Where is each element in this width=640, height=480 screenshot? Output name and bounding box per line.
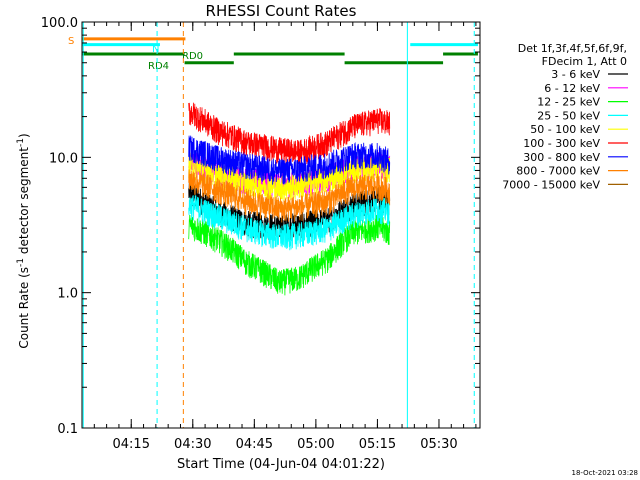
x-tick-label: 04:30 [174, 437, 211, 452]
legend-label: 800 - 7000 keV [516, 165, 600, 178]
series-trace [188, 135, 391, 186]
legend-label: 100 - 300 keV [523, 137, 600, 150]
y-tick-label: 1.0 [57, 287, 78, 302]
legend-header: FDecim 1, Att 0 [542, 55, 627, 68]
vlines-group [82, 22, 475, 428]
series-trace [188, 195, 390, 251]
flag-label: N [152, 44, 159, 55]
legend-label: 3 - 6 keV [551, 68, 600, 81]
series-trace [188, 102, 391, 167]
legend-label: 12 - 25 keV [537, 96, 600, 109]
y-axis-label: Count Rate (s-1 detector segment-1) [16, 133, 31, 348]
legend-label: 50 - 100 keV [530, 123, 600, 136]
x-tick-label: 04:45 [236, 437, 273, 452]
series-trace [188, 214, 391, 296]
y-axis-label-part: detector segment [17, 147, 31, 258]
legend: Det 1f,3f,4f,5f,6f,9f,FDecim 1, Att 03 -… [502, 42, 628, 191]
series-group [188, 102, 391, 296]
x-tick-label: 05:00 [297, 437, 334, 452]
x-tick-label: 05:30 [420, 437, 457, 452]
legend-label: 6 - 12 keV [544, 82, 600, 95]
x-axis-label: Start Time (04-Jun-04 04:01:22) [177, 457, 385, 472]
legend-label: 25 - 50 keV [537, 109, 600, 122]
chart-title: RHESSI Count Rates [206, 2, 357, 20]
flag-label: RD4 [148, 61, 169, 72]
flag-label: S [68, 36, 74, 47]
y-tick-label: 10.0 [49, 151, 78, 166]
legend-label: 300 - 800 keV [523, 151, 600, 164]
legend-header: Det 1f,3f,4f,5f,6f,9f, [518, 42, 627, 55]
y-tick-label: 0.1 [57, 422, 78, 437]
y-tick-label: 100.0 [41, 16, 78, 31]
series-trace [188, 169, 391, 223]
y-axis-label-part: -1 [16, 258, 26, 267]
y-axis-label-part: ) [17, 133, 31, 138]
flag-label: RD0 [182, 51, 203, 62]
x-tick-label: 05:15 [359, 437, 396, 452]
flags-group: S N RD0 RD4 [68, 36, 478, 72]
footer-timestamp: 18-Oct-2021 03:28 [572, 469, 638, 477]
plot-frame [81, 21, 481, 429]
legend-label: 7000 - 15000 keV [502, 178, 600, 191]
y-axis-label-part: -1 [16, 138, 26, 147]
x-tick-label: 04:15 [113, 437, 150, 452]
axes-group: 0.1 1.0 10.0 100.0 04:15 04:30 04:45 05:00 05:15… [41, 16, 481, 452]
y-axis-label-part: Count Rate (s [17, 267, 31, 349]
